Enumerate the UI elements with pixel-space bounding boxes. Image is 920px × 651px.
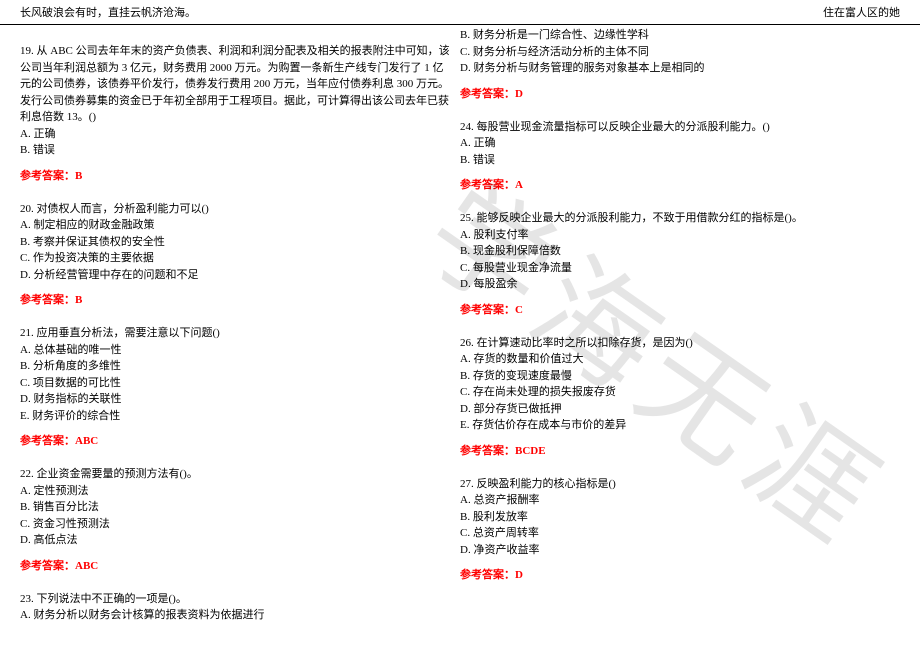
option-a: A. 存货的数量和价值过大 [460,351,890,368]
page-header: 长风破浪会有时，直挂云帆济沧海。 住在富人区的她 [0,0,920,25]
question-23: 23. 下列说法中不正确的一项是()。 A. 财务分析以财务会计核算的报表资料为… [20,591,450,624]
left-column: 19. 从 ABC 公司去年年末的资产负债表、利润和利润分配表及相关的报表附注中… [20,25,460,634]
option-b: B. 分析角度的多维性 [20,358,450,375]
option-a: A. 总资产报酬率 [460,492,890,509]
question-20: 20. 对债权人而言，分析盈利能力可以() A. 制定相应的财政金融政策 B. … [20,201,450,308]
option-d: D. 净资产收益率 [460,542,890,559]
answer: 参考答案：D [460,566,890,582]
answer: 参考答案：ABC [20,557,450,573]
question-19: 19. 从 ABC 公司去年年末的资产负债表、利润和利润分配表及相关的报表附注中… [20,43,450,183]
option-b: B. 现金股利保障倍数 [460,243,890,260]
option-e: E. 存货估价存在成本与市价的差异 [460,417,890,434]
page-content: 19. 从 ABC 公司去年年末的资产负债表、利润和利润分配表及相关的报表附注中… [0,25,920,634]
option-c: C. 总资产周转率 [460,525,890,542]
answer: 参考答案：B [20,291,450,307]
option-c: C. 资金习性预测法 [20,516,450,533]
question-24: 24. 每股营业现金流量指标可以反映企业最大的分派股利能力。() A. 正确 B… [460,119,890,193]
option-d: D. 每股盈余 [460,276,890,293]
option-a: A. 制定相应的财政金融政策 [20,217,450,234]
answer: 参考答案：C [460,301,890,317]
header-left: 长风破浪会有时，直挂云帆济沧海。 [20,4,196,20]
option-b: B. 存货的变现速度最慢 [460,368,890,385]
option-d: D. 财务分析与财务管理的服务对象基本上是相同的 [460,60,890,77]
question-text: 25. 能够反映企业最大的分派股利能力，不致于用借款分红的指标是()。 [460,210,890,227]
option-a: A. 财务分析以财务会计核算的报表资料为依据进行 [20,607,450,624]
header-right: 住在富人区的她 [823,4,900,20]
question-text: 21. 应用垂直分析法，需要注意以下问题() [20,325,450,342]
option-d: D. 财务指标的关联性 [20,391,450,408]
question-26: 26. 在计算速动比率时之所以扣除存货，是因为() A. 存货的数量和价值过大 … [460,335,890,458]
answer: 参考答案：ABC [20,432,450,448]
question-text: 24. 每股营业现金流量指标可以反映企业最大的分派股利能力。() [460,119,890,136]
question-text: 27. 反映盈利能力的核心指标是() [460,476,890,493]
option-d: D. 高低点法 [20,532,450,549]
question-25: 25. 能够反映企业最大的分派股利能力，不致于用借款分红的指标是()。 A. 股… [460,210,890,317]
question-21: 21. 应用垂直分析法，需要注意以下问题() A. 总体基础的唯一性 B. 分析… [20,325,450,448]
option-a: A. 总体基础的唯一性 [20,342,450,359]
option-d: D. 部分存货已做抵押 [460,401,890,418]
option-b: B. 错误 [20,142,450,159]
option-c: C. 项目数据的可比性 [20,375,450,392]
option-c: C. 存在尚未处理的损失报废存货 [460,384,890,401]
question-text: 19. 从 ABC 公司去年年末的资产负债表、利润和利润分配表及相关的报表附注中… [20,43,450,126]
option-a: A. 正确 [460,135,890,152]
question-text: 23. 下列说法中不正确的一项是()。 [20,591,450,608]
question-text: 22. 企业资金需要量的预测方法有()。 [20,466,450,483]
question-23-cont: B. 财务分析是一门综合性、边缘性学科 C. 财务分析与经济活动分析的主体不同 … [460,27,890,101]
option-a: A. 正确 [20,126,450,143]
option-e: E. 财务评价的综合性 [20,408,450,425]
option-b: B. 财务分析是一门综合性、边缘性学科 [460,27,890,44]
question-22: 22. 企业资金需要量的预测方法有()。 A. 定性预测法 B. 销售百分比法 … [20,466,450,573]
answer: 参考答案：D [460,85,890,101]
answer: 参考答案：B [20,167,450,183]
option-c: C. 作为投资决策的主要依据 [20,250,450,267]
question-27: 27. 反映盈利能力的核心指标是() A. 总资产报酬率 B. 股利发放率 C.… [460,476,890,583]
option-c: C. 每股营业现金净流量 [460,260,890,277]
option-b: B. 股利发放率 [460,509,890,526]
option-b: B. 错误 [460,152,890,169]
question-text: 20. 对债权人而言，分析盈利能力可以() [20,201,450,218]
right-column: B. 财务分析是一门综合性、边缘性学科 C. 财务分析与经济活动分析的主体不同 … [460,25,900,634]
option-b: B. 销售百分比法 [20,499,450,516]
option-a: A. 定性预测法 [20,483,450,500]
answer: 参考答案：BCDE [460,442,890,458]
option-d: D. 分析经营管理中存在的问题和不足 [20,267,450,284]
question-text: 26. 在计算速动比率时之所以扣除存货，是因为() [460,335,890,352]
option-b: B. 考察并保证其债权的安全性 [20,234,450,251]
option-c: C. 财务分析与经济活动分析的主体不同 [460,44,890,61]
answer: 参考答案：A [460,176,890,192]
option-a: A. 股利支付率 [460,227,890,244]
